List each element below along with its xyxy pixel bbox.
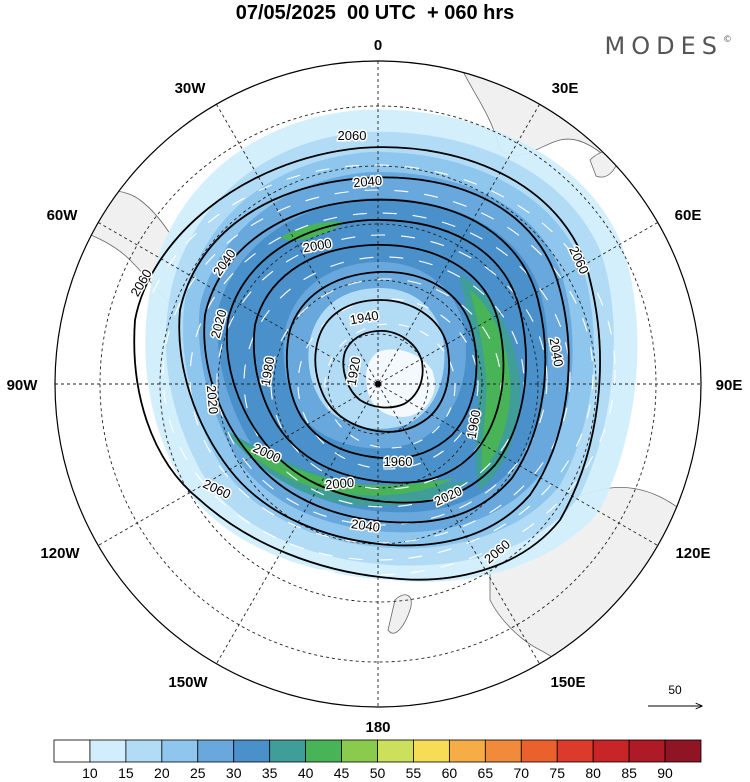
- wind-vectors: [134, 164, 616, 576]
- brand-name: MODES: [604, 32, 723, 60]
- contour-2020: [203, 198, 547, 524]
- new-zealand-land: [387, 594, 412, 634]
- lon-label-60e: 60E: [675, 207, 702, 224]
- colorbar-tick-label: 20: [154, 765, 170, 781]
- lon-label-30e: 30E: [552, 80, 579, 97]
- colorbar-swatch: [556, 739, 594, 763]
- contour-label-2000-bottom: 2000: [325, 475, 355, 492]
- colorbar-swatch: [484, 739, 522, 763]
- lon-label-120e: 120E: [675, 545, 710, 562]
- colorbar-swatch: [628, 739, 666, 763]
- colorbar-swatch: [592, 739, 630, 763]
- map-disc: 2060 2060 2060 2060 2060 2040 2040 2040 …: [55, 61, 701, 707]
- lon-label-150e: 150E: [550, 674, 585, 691]
- colorbar-swatch: [520, 739, 558, 763]
- wind-fill-45b: [235, 440, 455, 496]
- meridian-labels: 0 30E 60E 90E 120E 150E 180 150W 120W 90…: [7, 37, 743, 736]
- contour-label-1980-left: 1980: [258, 356, 278, 387]
- contour-2000: [226, 219, 527, 504]
- contour-label-2040-right: 2040: [547, 337, 567, 368]
- map-boundary: [54, 60, 702, 708]
- reference-vector-label: 50: [668, 683, 682, 697]
- contour-label-2000-top: 2000: [302, 236, 333, 256]
- contour-label-1960-right: 1960: [464, 409, 484, 440]
- colorbar-tick-label: 15: [118, 765, 134, 781]
- contour-label-1940-top: 1940: [349, 308, 380, 328]
- colorbar-swatch: [125, 739, 163, 763]
- graticule: [55, 61, 701, 707]
- contour-1940: [314, 299, 450, 433]
- colorbar-swatch: [89, 739, 127, 763]
- contour-label-1920-left: 1920: [344, 356, 364, 387]
- map-title: 07/05/2025 00 UTC + 060 hrs: [235, 2, 515, 24]
- colorbar-swatch: [448, 739, 486, 763]
- colorbar-tick-label: 50: [370, 765, 386, 781]
- colorbar-tick-label: 25: [190, 765, 206, 781]
- lon-label-180: 180: [365, 719, 390, 736]
- madagascar-land: [589, 151, 619, 178]
- colorbar-swatch: [377, 739, 414, 763]
- colorbar-tick-label: 30: [226, 765, 242, 781]
- contour-label-1960-bottom: 1960: [384, 454, 413, 469]
- colorbar-tick-label: 80: [585, 765, 601, 781]
- lon-label-60w: 60W: [47, 207, 79, 224]
- colorbar-tick-label: 75: [549, 765, 565, 781]
- colorbar-tick-label: 55: [406, 765, 422, 781]
- contour-1920: [342, 330, 424, 409]
- contour-label-2020-left-lower: 2020: [204, 385, 221, 415]
- colorbar-swatch: [161, 739, 199, 763]
- colorbar-swatch: [197, 739, 235, 763]
- lon-label-150w: 150W: [168, 674, 208, 691]
- colorbar-swatch: [305, 739, 342, 763]
- colorbar-swatch: [233, 739, 271, 763]
- colorbar-tick-label: 65: [478, 765, 494, 781]
- lon-label-0: 0: [374, 37, 382, 54]
- colorbar-tick-label: 40: [298, 765, 314, 781]
- height-contours: [133, 146, 601, 581]
- lon-label-120w: 120W: [40, 545, 80, 562]
- colorbar-tick-label: 45: [334, 765, 350, 781]
- colorbar-tick-label: 10: [82, 765, 98, 781]
- colorbar-tick-label: 70: [513, 765, 529, 781]
- colorbar-tick-label: 85: [621, 765, 637, 781]
- colorbar-swatch: [269, 739, 307, 763]
- south-pole-marker: [375, 381, 381, 387]
- wind-fill-core-10: [366, 349, 435, 417]
- copyright-mark: ©: [723, 35, 732, 45]
- lon-label-90w: 90W: [7, 377, 39, 394]
- colorbar-tick-label: 60: [442, 765, 458, 781]
- lon-label-90e: 90E: [716, 377, 743, 394]
- contour-1960: [285, 271, 478, 460]
- brand-logo: MODES©: [605, 32, 732, 60]
- contour-label-2040-bottom: 2040: [350, 516, 381, 535]
- wind-fill-45a: [470, 290, 511, 472]
- colorbar: 10 15 20 25 30 35 40 45 50 55 60 65 70 75 80 85 90: [53, 739, 702, 781]
- colorbar-tick-label: 35: [262, 765, 278, 781]
- colorbar-swatch: [664, 739, 702, 763]
- colorbar-swatch: [413, 739, 450, 763]
- reference-vector: 50: [648, 683, 702, 706]
- colorbar-swatch: [53, 739, 91, 763]
- contour-2060: [133, 146, 601, 581]
- contour-label-2060-top: 2060: [338, 128, 367, 143]
- lon-label-30w: 30W: [175, 80, 207, 97]
- contour-label-2040-top: 2040: [353, 173, 383, 190]
- colorbar-tick-label: 90: [657, 765, 673, 781]
- contour-2040: [178, 176, 570, 547]
- colorbar-swatch: [341, 739, 378, 763]
- contour-1980: [253, 244, 505, 484]
